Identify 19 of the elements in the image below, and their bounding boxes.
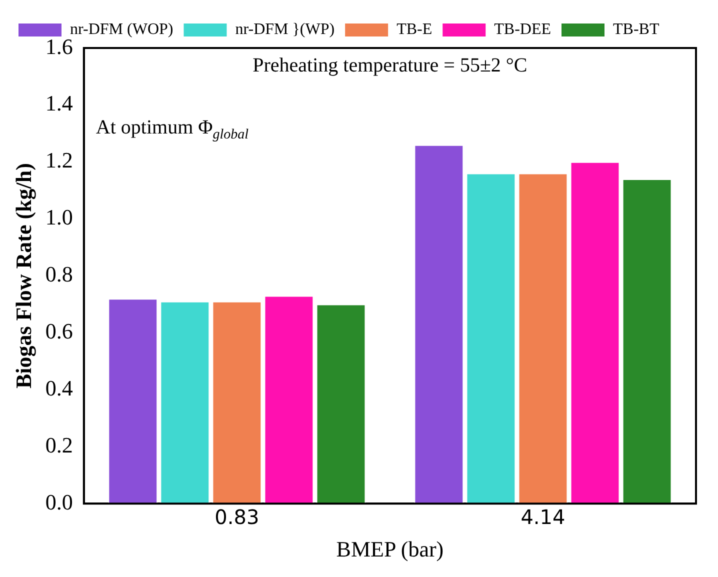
annotation: Preheating temperature = 55±2 °C: [252, 54, 528, 76]
y-axis-title: Biogas Flow Rate (kg/h): [10, 163, 36, 389]
y-tick-label: 0.4: [45, 375, 73, 400]
y-tick-label: 1.2: [45, 148, 73, 173]
legend-label: TB-E: [396, 21, 432, 38]
y-tick-label: 0.6: [45, 318, 73, 344]
legend-label: nr-DFM (WOP): [70, 21, 174, 38]
x-tick-label: 0.83: [214, 504, 260, 529]
x-tick-label: 4.14: [520, 504, 566, 529]
legend-label: nr-DFM }(WP): [235, 21, 335, 38]
y-tick-label: 1.6: [45, 34, 73, 59]
x-axis-title: BMEP (bar): [336, 536, 444, 562]
y-tick-label: 0.2: [45, 432, 73, 458]
y-tick-label: 1.0: [45, 204, 73, 230]
legend-label: TB-BT: [613, 21, 660, 38]
y-tick-label: 0.8: [45, 262, 73, 287]
legend-label: TB-DEE: [494, 21, 551, 38]
y-tick-label: 1.4: [45, 90, 73, 116]
y-tick-label: 0.0: [45, 489, 73, 514]
